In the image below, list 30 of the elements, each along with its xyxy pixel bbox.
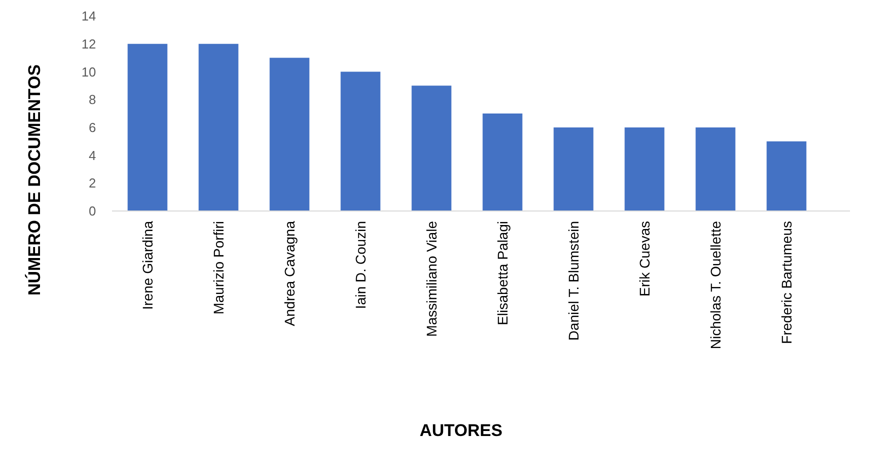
y-tick-label: 0 xyxy=(88,204,96,219)
bar xyxy=(624,127,664,211)
bar xyxy=(270,58,310,211)
bar xyxy=(554,127,594,211)
y-tick-label: 12 xyxy=(82,36,96,52)
y-tick-label: 8 xyxy=(88,92,96,108)
bar xyxy=(340,72,380,211)
x-tick-label: Daniel T. Blumstein xyxy=(565,221,582,341)
x-tick-label: Irene Giardina xyxy=(139,220,156,310)
bar xyxy=(412,86,452,211)
y-tick-label: 4 xyxy=(88,148,96,163)
x-tick-label: Andrea Cavagna xyxy=(281,220,298,326)
y-axis-title: NÚMERO DE DOCUMENTOS xyxy=(24,64,44,296)
y-tick-label: 10 xyxy=(82,64,96,80)
x-tick-label: Frederic Bartumeus xyxy=(778,221,794,344)
bar xyxy=(696,127,736,211)
x-axis-title: AUTORES xyxy=(420,421,502,440)
y-tick-label: 14 xyxy=(82,8,96,24)
x-tick-label: Elisabetta Palagi xyxy=(494,221,510,326)
bar xyxy=(482,114,522,211)
bar xyxy=(198,44,238,211)
bar xyxy=(128,44,168,211)
x-tick-label: Iain D. Couzin xyxy=(352,221,368,309)
bar xyxy=(766,141,806,211)
x-tick-label: Nicholas T. Ouellette xyxy=(707,220,724,350)
x-tick-label: Massimiliano Viale xyxy=(423,220,440,337)
x-tick-label: Maurizio Porfiri xyxy=(210,221,226,314)
x-tick-label: Erik Cuevas xyxy=(636,221,652,296)
y-tick-label: 6 xyxy=(88,120,96,135)
y-tick-label: 2 xyxy=(88,176,96,191)
